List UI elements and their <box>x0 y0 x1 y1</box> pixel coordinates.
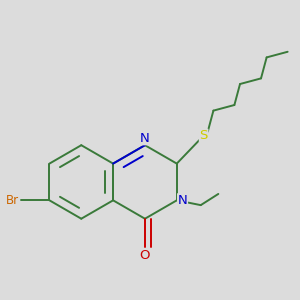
Text: N: N <box>140 132 150 145</box>
Text: N: N <box>178 194 188 207</box>
Text: Br: Br <box>6 194 19 207</box>
Text: O: O <box>140 249 150 262</box>
Text: S: S <box>200 129 208 142</box>
